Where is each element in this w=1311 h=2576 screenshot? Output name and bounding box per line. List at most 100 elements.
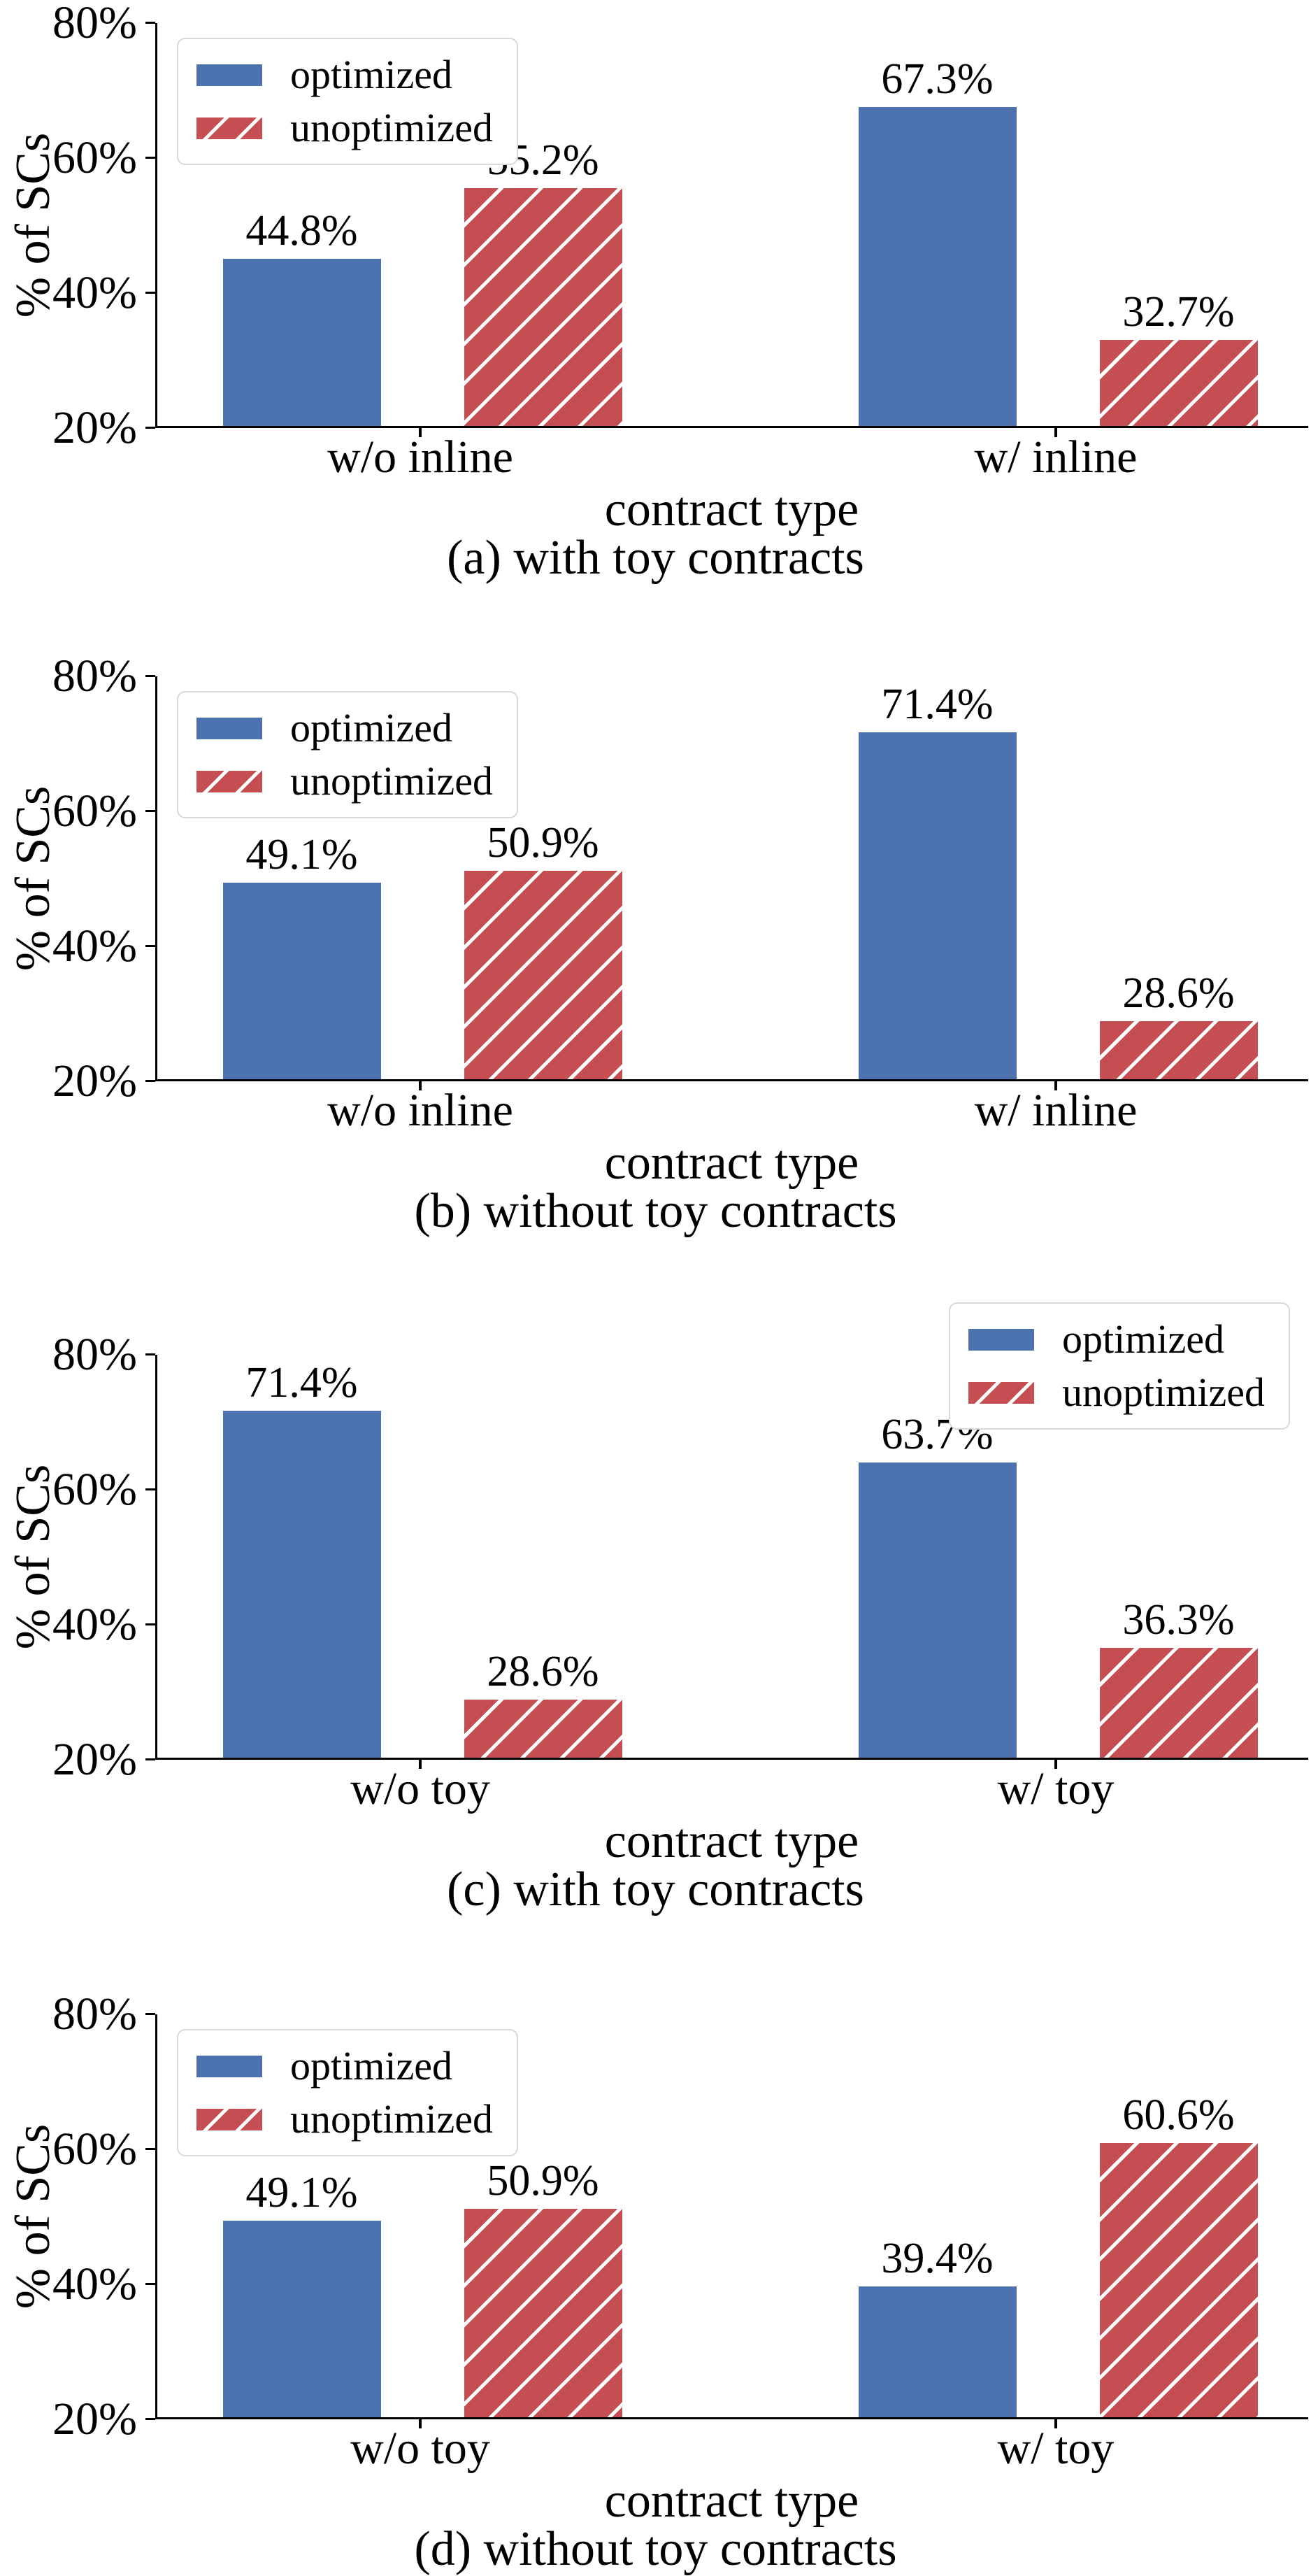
x-axis-label: contract type	[604, 1136, 859, 1190]
solid-blue-swatch	[196, 64, 262, 86]
legend-item-optimized: optimized	[196, 53, 493, 97]
bar-optimized	[222, 883, 381, 1079]
bar-optimized	[222, 1411, 381, 1758]
x-tick-label: w/o inline	[327, 1085, 513, 1136]
bar-unoptimized	[464, 2209, 622, 2417]
y-tick-mark	[145, 1488, 155, 1490]
legend-item-unoptimized: unoptimized	[196, 106, 493, 150]
bar-unoptimized	[464, 188, 622, 426]
y-tick-label-60: 60%	[52, 2123, 137, 2175]
panel-c: % of SCs 80% 60% 40% 20% optimized unopt…	[0, 1302, 1311, 1991]
legend: optimized unoptimized	[177, 2029, 518, 2156]
bar-unoptimized	[464, 871, 622, 1079]
bar-value-label: 67.3%	[881, 55, 994, 103]
panel-a: % of SCs 80% 60% 40% 20% optimized unopt…	[0, 0, 1311, 653]
x-tick-label: w/o toy	[350, 1763, 490, 1814]
bar-optimized	[858, 2286, 1017, 2417]
y-tick-mark	[145, 157, 155, 159]
y-tick-mark	[145, 292, 155, 294]
panel-d: % of SCs 80% 60% 40% 20% optimized unopt…	[0, 1988, 1311, 2575]
legend-label: optimized	[1062, 1316, 1224, 1362]
panel-caption: (c) with toy contracts	[447, 1863, 864, 1916]
y-tick-label-80: 80%	[52, 1329, 137, 1380]
panel-caption: (d) without toy contracts	[414, 2522, 897, 2576]
bar-unoptimized	[1099, 2143, 1258, 2417]
y-tick-label-80: 80%	[52, 650, 137, 702]
solid-blue-swatch	[196, 717, 262, 739]
bar-value-label: 49.1%	[245, 831, 358, 878]
bar-value-label: 44.8%	[245, 207, 358, 255]
legend-label: unoptimized	[290, 105, 493, 150]
bar-unoptimized	[1099, 340, 1258, 426]
y-tick-mark	[145, 2283, 155, 2285]
bar-optimized	[222, 259, 381, 426]
legend-item-optimized: optimized	[196, 706, 493, 750]
bar-value-label: 28.6%	[487, 1648, 599, 1695]
bar-value-label: 28.6%	[1122, 969, 1235, 1017]
x-tick-label: w/o toy	[350, 2423, 490, 2474]
y-tick-label-20: 20%	[52, 1734, 137, 1785]
legend-label: optimized	[290, 705, 452, 750]
bar-unoptimized	[464, 1700, 622, 1758]
bar-value-label: 36.3%	[1122, 1596, 1235, 1644]
legend: optimized unoptimized	[177, 691, 518, 818]
legend-item-unoptimized: unoptimized	[968, 1371, 1265, 1414]
bar-optimized	[858, 1463, 1017, 1758]
x-axis-label: contract type	[604, 483, 859, 536]
y-tick-mark	[145, 22, 155, 24]
x-tick-mark	[419, 428, 422, 437]
bar-value-label: 50.9%	[487, 819, 599, 867]
x-axis-label: contract type	[604, 2474, 859, 2528]
y-tick-label-20: 20%	[52, 402, 137, 453]
legend-label: unoptimized	[290, 2096, 493, 2142]
hatched-red-swatch	[196, 2108, 262, 2130]
y-tick-mark	[145, 810, 155, 812]
y-tick-label-80: 80%	[52, 1988, 137, 2040]
panel-b: % of SCs 80% 60% 40% 20% optimized unopt…	[0, 653, 1311, 1332]
x-axis-label: contract type	[604, 1814, 859, 1868]
legend-label: optimized	[290, 52, 452, 97]
x-tick-mark	[419, 1081, 422, 1090]
legend-label: optimized	[290, 2043, 452, 2088]
y-tick-label-40: 40%	[52, 1599, 137, 1650]
y-tick-label-20: 20%	[52, 1055, 137, 1106]
bar-optimized	[858, 732, 1017, 1079]
y-tick-label-20: 20%	[52, 2393, 137, 2445]
y-tick-mark	[145, 1080, 155, 1082]
bar-unoptimized	[1099, 1021, 1258, 1079]
y-tick-mark	[145, 427, 155, 429]
bar-optimized	[858, 107, 1017, 426]
legend-item-optimized: optimized	[196, 2044, 493, 2088]
bar-value-label: 49.1%	[245, 2169, 358, 2216]
y-tick-label-40: 40%	[52, 2258, 137, 2310]
bar-value-label: 71.4%	[245, 1359, 358, 1407]
y-tick-mark	[145, 1623, 155, 1625]
y-tick-label-80: 80%	[52, 0, 137, 48]
x-tick-mark	[419, 1760, 422, 1769]
plot-area: optimized unoptimized 71.4% 63.7% 28.6% 36.…	[155, 1302, 1308, 1760]
y-tick-mark	[145, 2013, 155, 2015]
y-tick-label-60: 60%	[52, 132, 137, 183]
x-tick-mark	[1054, 1081, 1057, 1090]
y-tick-mark	[145, 1353, 155, 1355]
y-tick-label-60: 60%	[52, 785, 137, 837]
y-tick-mark	[145, 675, 155, 677]
y-tick-label-40: 40%	[52, 267, 137, 318]
bar-value-label: 39.4%	[881, 2235, 994, 2282]
legend-label: unoptimized	[290, 758, 493, 804]
x-tick-mark	[419, 2419, 422, 2428]
bar-unoptimized	[1099, 1648, 1258, 1758]
x-tick-mark	[1054, 428, 1057, 437]
panel-caption: (b) without toy contracts	[414, 1184, 897, 1238]
x-tick-label: w/ toy	[997, 1763, 1115, 1814]
legend-item-unoptimized: unoptimized	[196, 2098, 493, 2141]
legend-item-unoptimized: unoptimized	[196, 760, 493, 803]
bar-value-label: 60.6%	[1122, 2091, 1235, 2139]
bar-value-label: 71.4%	[881, 681, 994, 728]
legend-item-optimized: optimized	[968, 1318, 1265, 1361]
plot-area: optimized unoptimized 49.1% 39.4% 50.9% 60.…	[155, 2014, 1308, 2419]
y-tick-mark	[145, 1758, 155, 1760]
x-tick-label: w/ inline	[974, 1085, 1138, 1136]
legend: optimized unoptimized	[177, 38, 518, 165]
y-tick-label-60: 60%	[52, 1464, 137, 1515]
